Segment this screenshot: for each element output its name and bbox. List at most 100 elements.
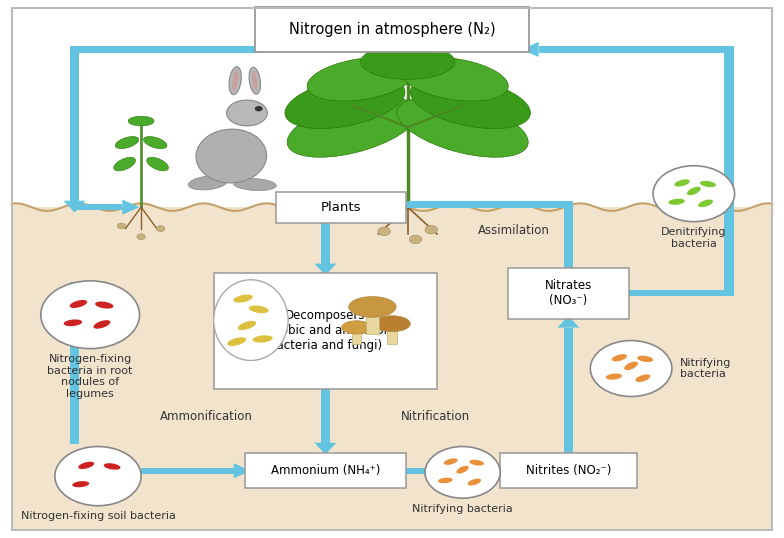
Ellipse shape: [227, 337, 246, 346]
Bar: [70, 46, 79, 53]
Ellipse shape: [606, 373, 622, 380]
Ellipse shape: [95, 301, 114, 309]
Ellipse shape: [64, 320, 82, 326]
Bar: [724, 290, 734, 296]
Polygon shape: [122, 200, 140, 215]
Polygon shape: [521, 42, 539, 57]
Ellipse shape: [636, 374, 650, 382]
Polygon shape: [70, 49, 79, 202]
Bar: [724, 46, 734, 53]
Ellipse shape: [624, 362, 638, 370]
Circle shape: [157, 226, 165, 231]
Circle shape: [409, 235, 422, 244]
Circle shape: [41, 281, 140, 349]
Ellipse shape: [401, 58, 508, 101]
Ellipse shape: [103, 463, 121, 470]
Polygon shape: [70, 282, 79, 444]
Bar: [12, 207, 772, 530]
Bar: [74, 204, 122, 210]
Text: Nitrates
(NO₃⁻): Nitrates (NO₃⁻): [545, 279, 592, 307]
Circle shape: [137, 234, 145, 239]
FancyBboxPatch shape: [213, 273, 437, 388]
Polygon shape: [234, 463, 251, 478]
Ellipse shape: [196, 129, 267, 183]
Ellipse shape: [70, 300, 87, 308]
Polygon shape: [564, 204, 573, 270]
Bar: [402, 468, 485, 474]
Circle shape: [425, 447, 500, 498]
Text: Nitrites (NO₂⁻): Nitrites (NO₂⁻): [526, 464, 611, 477]
Ellipse shape: [147, 157, 169, 171]
Ellipse shape: [285, 76, 405, 129]
Ellipse shape: [249, 67, 260, 94]
Polygon shape: [724, 49, 734, 293]
Ellipse shape: [287, 97, 419, 157]
Text: Denitrifying
bacteria: Denitrifying bacteria: [661, 227, 727, 249]
Circle shape: [653, 166, 735, 222]
Polygon shape: [74, 46, 262, 53]
Ellipse shape: [93, 320, 111, 329]
Bar: [387, 326, 397, 344]
Ellipse shape: [637, 356, 653, 362]
Polygon shape: [64, 201, 85, 213]
Bar: [321, 221, 330, 264]
Ellipse shape: [342, 321, 372, 334]
Polygon shape: [485, 463, 502, 478]
Ellipse shape: [307, 58, 414, 101]
Ellipse shape: [213, 280, 289, 360]
Ellipse shape: [444, 458, 458, 465]
Ellipse shape: [143, 137, 167, 148]
Text: Plants: Plants: [321, 201, 361, 214]
Text: Nitrifying bacteria: Nitrifying bacteria: [412, 504, 513, 514]
Text: Ammonification: Ammonification: [160, 410, 252, 423]
Polygon shape: [626, 290, 729, 296]
Ellipse shape: [470, 460, 484, 465]
Bar: [387, 201, 403, 208]
Ellipse shape: [252, 70, 257, 91]
Bar: [352, 329, 361, 344]
Circle shape: [55, 447, 141, 506]
Ellipse shape: [229, 67, 241, 95]
Ellipse shape: [700, 181, 716, 187]
Bar: [539, 46, 729, 53]
Text: Nitrogen-fixing
bacteria in root
nodules of
legumes: Nitrogen-fixing bacteria in root nodules…: [48, 354, 132, 399]
Polygon shape: [557, 316, 579, 328]
Ellipse shape: [128, 116, 154, 126]
Circle shape: [378, 227, 390, 236]
Ellipse shape: [232, 70, 238, 91]
Text: Nitrification: Nitrification: [401, 410, 470, 423]
Polygon shape: [314, 264, 336, 275]
Ellipse shape: [674, 179, 690, 187]
Text: Nitrogen-fixing soil bacteria: Nitrogen-fixing soil bacteria: [20, 511, 176, 521]
Text: Nitrifying
bacteria: Nitrifying bacteria: [680, 358, 731, 379]
Circle shape: [255, 106, 263, 111]
Ellipse shape: [227, 100, 267, 126]
Ellipse shape: [234, 179, 276, 190]
Ellipse shape: [467, 479, 481, 485]
Ellipse shape: [115, 137, 139, 148]
Ellipse shape: [234, 294, 252, 303]
Polygon shape: [387, 197, 404, 212]
Circle shape: [590, 341, 672, 397]
Ellipse shape: [410, 76, 531, 129]
Ellipse shape: [361, 45, 455, 80]
Ellipse shape: [252, 335, 273, 343]
Bar: [488, 468, 500, 474]
Circle shape: [425, 225, 437, 234]
Circle shape: [118, 223, 125, 229]
FancyBboxPatch shape: [508, 267, 629, 318]
Ellipse shape: [397, 97, 528, 157]
Ellipse shape: [669, 199, 684, 205]
Ellipse shape: [349, 296, 396, 317]
Polygon shape: [314, 443, 336, 455]
Ellipse shape: [612, 354, 627, 362]
Ellipse shape: [238, 321, 256, 330]
Ellipse shape: [78, 462, 94, 469]
Polygon shape: [403, 201, 568, 208]
Ellipse shape: [114, 157, 136, 171]
Ellipse shape: [374, 316, 410, 332]
Ellipse shape: [456, 466, 469, 473]
Text: Decomposers
(aerobic and anaerobic
bacteria and fungi): Decomposers (aerobic and anaerobic bacte…: [257, 309, 394, 352]
Bar: [70, 201, 79, 202]
Text: Ammonium (NH₄⁺): Ammonium (NH₄⁺): [270, 464, 380, 477]
